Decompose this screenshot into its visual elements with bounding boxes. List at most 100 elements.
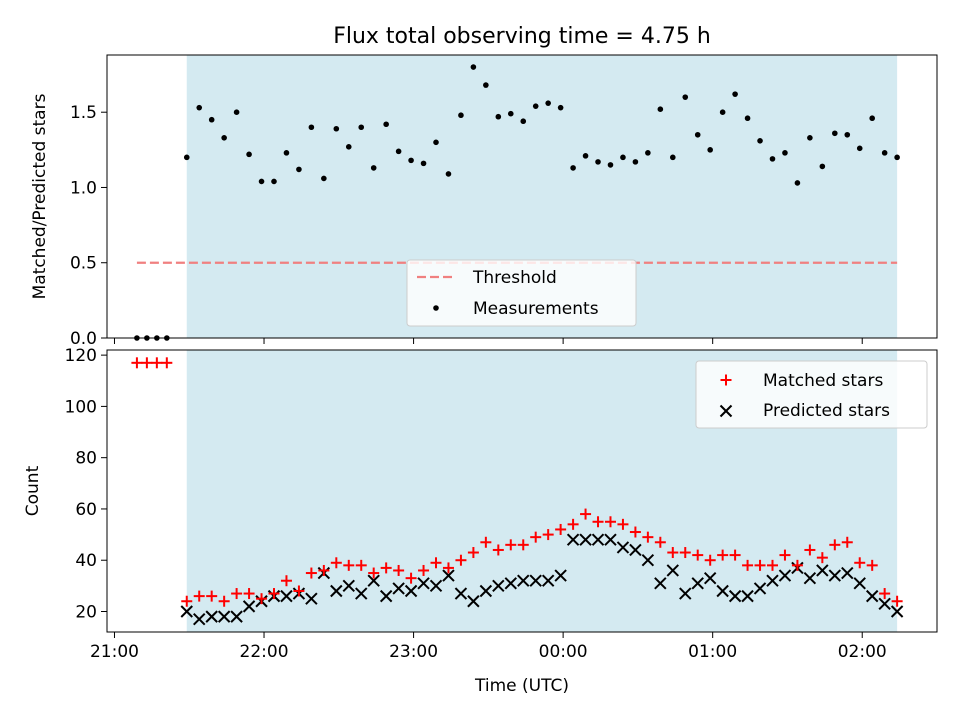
bottom-x-ticks: 21:00 22:00 23:00 00:00 01:00 02:00 bbox=[90, 632, 887, 662]
matched-star-markers bbox=[131, 357, 903, 607]
matched-star-marker bbox=[530, 531, 542, 543]
predicted-star-marker bbox=[541, 574, 555, 587]
matched-star-marker bbox=[592, 516, 604, 528]
measurement-point bbox=[520, 118, 527, 125]
predicted-star-marker bbox=[579, 533, 592, 546]
matched-star-marker bbox=[604, 516, 616, 528]
matched-star-marker bbox=[692, 549, 704, 561]
measurement-point bbox=[794, 180, 801, 186]
matched-star-marker bbox=[256, 593, 268, 605]
matched-star-marker bbox=[380, 562, 392, 574]
matched-star-marker bbox=[542, 529, 554, 541]
matched-star-marker bbox=[343, 559, 355, 571]
measurement-point bbox=[620, 154, 626, 161]
predicted-star-marker bbox=[741, 589, 754, 603]
bottom-panel: 20 40 60 80 100 120 21:00 22:00 23:00 00:00 01:00… bbox=[23, 346, 938, 696]
bottom-x-tick-label: 02:00 bbox=[838, 642, 887, 662]
matched-star-marker bbox=[293, 585, 305, 597]
predicted-star-marker bbox=[816, 564, 829, 577]
matched-star-marker bbox=[280, 575, 292, 587]
legend-threshold-label: Threshold bbox=[472, 268, 557, 288]
measurement-point bbox=[757, 138, 763, 144]
predicted-star-marker bbox=[442, 569, 455, 582]
predicted-star-marker bbox=[230, 610, 243, 623]
measurement-point bbox=[557, 104, 564, 111]
matched-star-marker bbox=[330, 557, 342, 569]
predicted-star-marker bbox=[766, 574, 779, 587]
measurement-point bbox=[333, 125, 340, 132]
matched-star-marker bbox=[841, 536, 853, 548]
measurement-point bbox=[507, 110, 514, 117]
top-y-tick-label: 0.0 bbox=[70, 329, 97, 349]
top-y-tick-label: 1.0 bbox=[70, 178, 97, 198]
matched-star-marker bbox=[804, 544, 816, 556]
predicted-star-marker bbox=[479, 584, 493, 598]
measurement-point bbox=[383, 121, 389, 128]
bottom-x-tick-label: 21:00 bbox=[90, 642, 139, 662]
measurement-point bbox=[657, 106, 664, 112]
measurement-point bbox=[894, 154, 900, 161]
measurement-point bbox=[570, 165, 576, 171]
matched-star-marker bbox=[617, 518, 629, 530]
measurement-point bbox=[732, 91, 738, 97]
top-y-axis-label: Matched/Predicted stars bbox=[30, 93, 50, 299]
measurement-point bbox=[694, 131, 701, 138]
predicted-star-marker bbox=[330, 584, 343, 598]
matched-star-marker bbox=[181, 595, 193, 607]
predicted-star-marker bbox=[529, 574, 542, 587]
measurement-point bbox=[321, 175, 327, 182]
matched-star-marker bbox=[405, 572, 417, 584]
predicted-star-marker bbox=[404, 584, 418, 598]
measurement-point bbox=[258, 178, 265, 185]
matched-star-marker bbox=[430, 557, 442, 569]
predicted-star-marker bbox=[865, 589, 879, 603]
measurement-point bbox=[807, 134, 813, 141]
measurement-point bbox=[445, 171, 452, 177]
matched-star-marker bbox=[418, 564, 430, 576]
predicted-star-marker bbox=[217, 610, 231, 623]
predicted-star-marker bbox=[379, 589, 393, 603]
measurement-point bbox=[832, 130, 838, 137]
predicted-star-marker bbox=[679, 587, 692, 600]
predicted-star-marker bbox=[778, 569, 792, 582]
predicted-star-marker bbox=[392, 582, 405, 595]
measurement-point bbox=[358, 124, 365, 131]
measurement-point bbox=[283, 150, 290, 156]
predicted-star-marker bbox=[193, 612, 206, 626]
matched-star-marker bbox=[467, 547, 479, 559]
top-y-tick-label: 1.5 bbox=[70, 103, 97, 123]
bottom-legend: Matched stars Predicted stars bbox=[695, 360, 928, 429]
predicted-star-marker bbox=[280, 589, 293, 603]
predicted-star-marker bbox=[242, 600, 256, 613]
measurement-point bbox=[545, 100, 551, 106]
predicted-star-marker bbox=[703, 571, 717, 585]
matched-star-marker bbox=[368, 567, 380, 579]
measurement-point bbox=[408, 157, 414, 164]
predicted-star-marker bbox=[716, 584, 729, 598]
x-axis-label: Time (UTC) bbox=[474, 676, 569, 696]
measurement-point bbox=[433, 139, 439, 146]
matched-star-marker bbox=[717, 549, 729, 561]
matched-star-marker bbox=[141, 357, 153, 369]
measurement-point bbox=[682, 94, 689, 100]
bottom-axes-frame bbox=[106, 349, 938, 633]
matched-star-marker bbox=[891, 595, 903, 607]
predicted-star-marker bbox=[355, 587, 368, 600]
top-legend: Threshold Measurements bbox=[406, 259, 637, 327]
measurement-point bbox=[607, 162, 614, 168]
matched-star-marker bbox=[305, 567, 317, 579]
bottom-y-tick-label: 40 bbox=[75, 551, 97, 571]
measurement-point bbox=[707, 147, 713, 153]
measurement-point bbox=[856, 145, 863, 152]
measurement-point bbox=[881, 150, 888, 156]
measurement-point bbox=[221, 134, 227, 141]
matched-star-marker bbox=[231, 588, 243, 600]
predicted-star-marker bbox=[841, 566, 854, 580]
matched-star-marker bbox=[754, 559, 766, 571]
predicted-star-marker bbox=[205, 610, 218, 623]
legend-predicted-label: Predicted stars bbox=[763, 401, 890, 421]
measurement-point bbox=[296, 166, 302, 173]
matched-star-marker bbox=[854, 557, 866, 569]
matched-star-marker bbox=[492, 544, 504, 556]
predicted-star-marker bbox=[367, 574, 380, 587]
